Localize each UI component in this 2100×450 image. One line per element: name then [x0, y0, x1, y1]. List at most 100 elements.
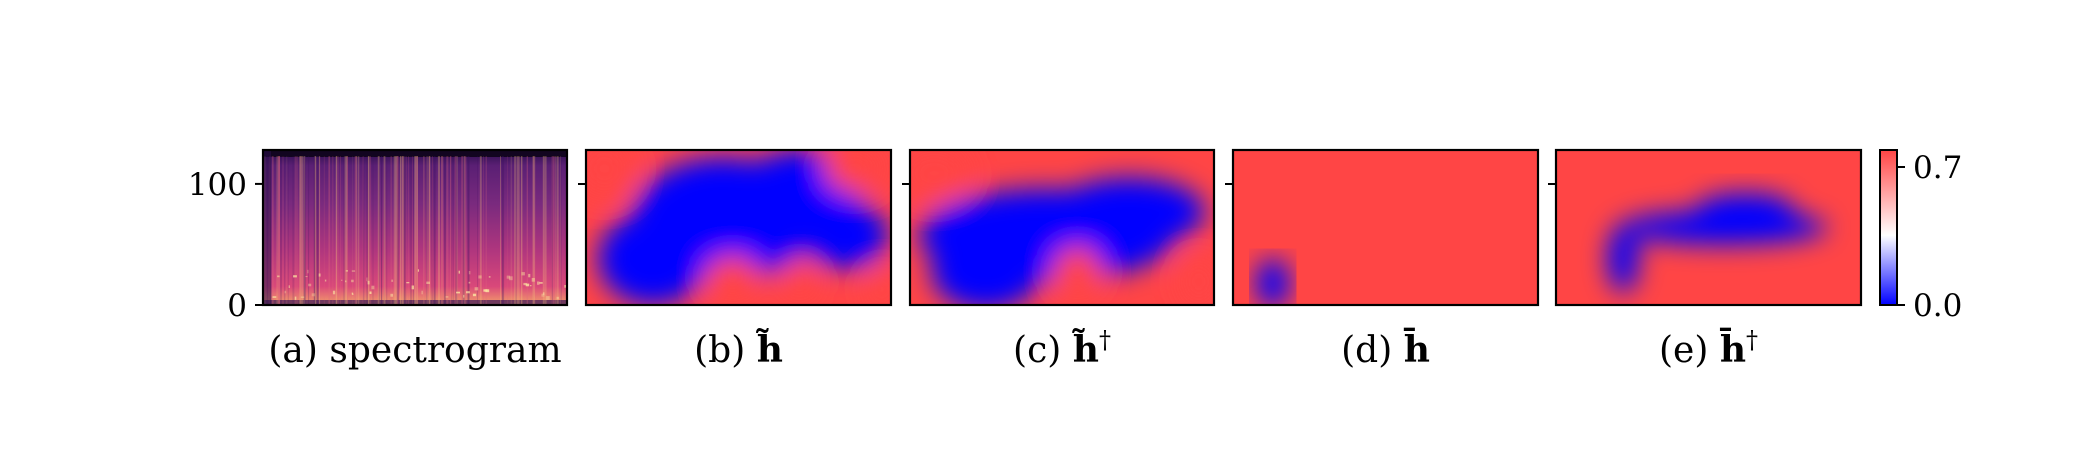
spectrogram-streak [270, 156, 273, 305]
spectrogram-streak [401, 156, 404, 305]
spectrogram-streak [287, 156, 289, 305]
blue-region [1607, 224, 1639, 293]
spectrogram-spot [564, 285, 567, 288]
spectrogram-streak [314, 156, 317, 305]
spectrogram-streak [437, 156, 440, 305]
spectrogram-streak [446, 156, 449, 305]
spectrogram-streak [393, 156, 396, 305]
spectrogram-streak [390, 156, 393, 305]
spectrogram-streak [413, 156, 415, 305]
panel-e-image [1556, 150, 1861, 305]
spectrogram-streak [396, 156, 399, 305]
spectrogram-streak [316, 156, 319, 305]
spectrogram-spot [483, 289, 488, 292]
spectrogram-spot [531, 278, 535, 282]
spectrogram-streak [367, 156, 369, 305]
spectrogram-spot [488, 276, 491, 278]
spectrogram-streak [557, 156, 559, 305]
spectrogram-streak [463, 156, 465, 305]
spectrogram-streak [532, 156, 534, 305]
spectrogram-streak [467, 156, 469, 305]
spectrogram-streak [303, 156, 306, 305]
caption-d: (d) h̄ [1341, 327, 1430, 371]
spectrogram-streak [520, 156, 523, 305]
spectrogram-streak [450, 156, 452, 305]
spectrogram-streak [343, 156, 346, 305]
spectrogram-streak [500, 156, 501, 305]
spectrogram-streak [328, 156, 331, 305]
spectrogram-streak [301, 156, 304, 305]
spectrogram-spot [318, 273, 321, 277]
spectrogram-streak [358, 156, 360, 305]
red-region [705, 255, 760, 299]
spectrogram-streak [271, 156, 274, 305]
spectrogram-streak [518, 156, 520, 305]
spectrogram-streak [405, 156, 407, 305]
spectrogram-streak [280, 156, 282, 305]
caption-prefix: (d) [1341, 330, 1404, 371]
spectrogram-streak [401, 156, 404, 305]
spectrogram-streak [416, 156, 418, 305]
spectrogram-streak [414, 156, 417, 305]
spectrogram-streak [444, 156, 446, 305]
spectrogram-spot [367, 280, 370, 285]
spectrogram-spot [530, 285, 532, 287]
spectrogram-streak [542, 156, 545, 305]
spectrogram-streak [297, 156, 299, 305]
spectrogram-spot [366, 277, 368, 282]
red-region [1052, 246, 1102, 296]
spectrogram-streak [404, 156, 407, 305]
red-region [823, 150, 885, 194]
spectrogram-streak [408, 156, 409, 305]
spectrogram-streak [383, 156, 385, 305]
spectrogram-streak [514, 156, 517, 305]
caption-symbol: h̃ [755, 329, 782, 371]
spectrogram-spot [466, 291, 470, 294]
spectrogram-spot [468, 281, 471, 284]
spectrogram-streak [501, 156, 504, 305]
spectrogram-spot [311, 293, 316, 297]
spectrogram-streak [448, 156, 450, 305]
caption-e: (e) h̄† [1659, 326, 1758, 371]
spectrogram-streak [402, 156, 405, 305]
heatmap-blobs [586, 150, 891, 305]
heatmap-blobs [1607, 193, 1828, 293]
spectrogram-spot [541, 293, 545, 297]
spectrogram-streak [286, 156, 288, 305]
spectrogram-streak [479, 156, 481, 305]
panel-e-frame [1554, 148, 1863, 307]
spectrogram-streak [355, 156, 358, 305]
spectrogram-streak [467, 156, 470, 305]
spectrogram-spot [525, 283, 530, 287]
spectrogram-spot [421, 290, 423, 295]
spectrogram-streak [386, 156, 388, 305]
spectrogram-streak [483, 156, 484, 305]
spectrogram-streak [303, 156, 306, 305]
spectrogram-spot [369, 291, 372, 294]
caption-prefix: (a) [268, 330, 329, 371]
spectrogram-streak [463, 156, 465, 305]
spectrogram-spot [277, 275, 280, 278]
panel-b-image [586, 150, 891, 305]
blue-region [931, 232, 1041, 305]
spectrogram-streak [461, 156, 463, 305]
spectrogram-spot [332, 290, 336, 295]
spectrogram-streak [441, 156, 443, 305]
spectrogram-streak [412, 156, 413, 305]
panel-a-image [263, 150, 567, 305]
spectrogram-streak [415, 156, 418, 305]
y-tick-label: 0 [227, 288, 247, 324]
spectrogram-streak [428, 156, 431, 305]
spectrogram-streak [481, 156, 482, 305]
spectrogram-spot [345, 280, 347, 283]
spectrogram-streak [560, 156, 562, 305]
spectrogram-streak [331, 156, 334, 305]
spectrogram-streak [442, 156, 444, 305]
caption-symbol: h̃ [1071, 329, 1098, 371]
caption-prefix: (e) [1659, 330, 1720, 371]
red-region [1180, 257, 1214, 305]
spectrogram-streak [338, 156, 340, 305]
spectrogram-streak [515, 156, 517, 305]
spectrogram-streak [556, 156, 559, 305]
spectrogram-streak [461, 156, 464, 305]
